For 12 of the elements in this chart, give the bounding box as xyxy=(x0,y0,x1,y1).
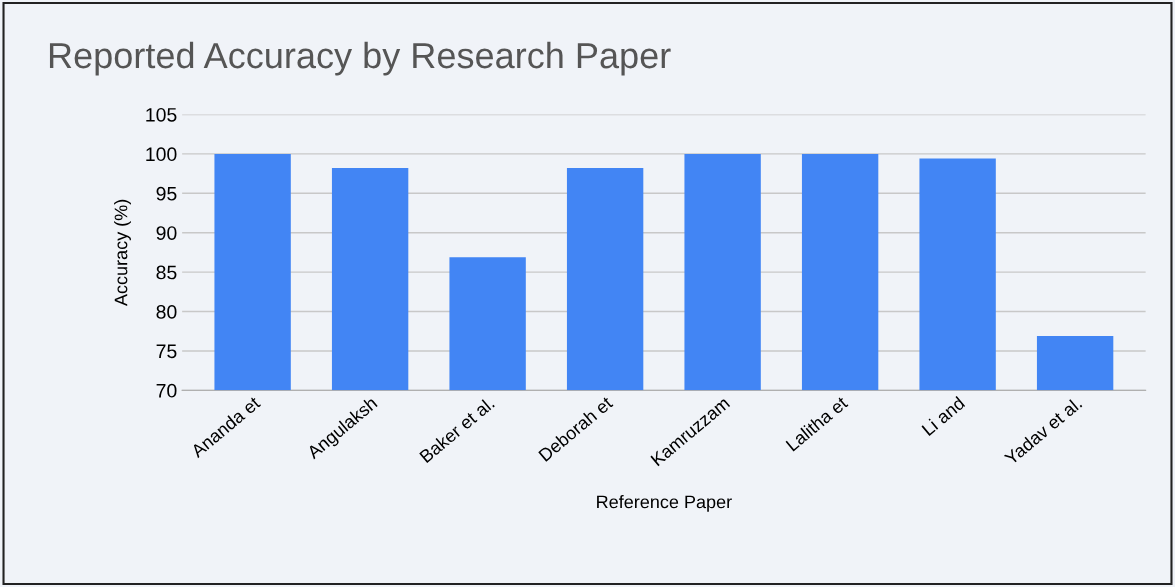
y-axis-title: Accuracy (%) xyxy=(114,199,131,307)
y-tick-label: 90 xyxy=(156,226,177,240)
y-tick-label: 70 xyxy=(156,383,177,398)
y-tick-label: 105 xyxy=(146,107,177,122)
x-axis-title: Reference Paper xyxy=(597,495,732,512)
y-tick-label: 85 xyxy=(156,265,177,280)
chart-title: Reported Accuracy by Research Paper xyxy=(49,41,671,76)
y-tick-label: 95 xyxy=(156,186,177,201)
y-tick-label: 75 xyxy=(156,344,177,359)
y-tick-label: 100 xyxy=(146,147,177,162)
x-tick-label: Li and xyxy=(921,395,966,437)
y-tick-label: 80 xyxy=(156,305,177,319)
